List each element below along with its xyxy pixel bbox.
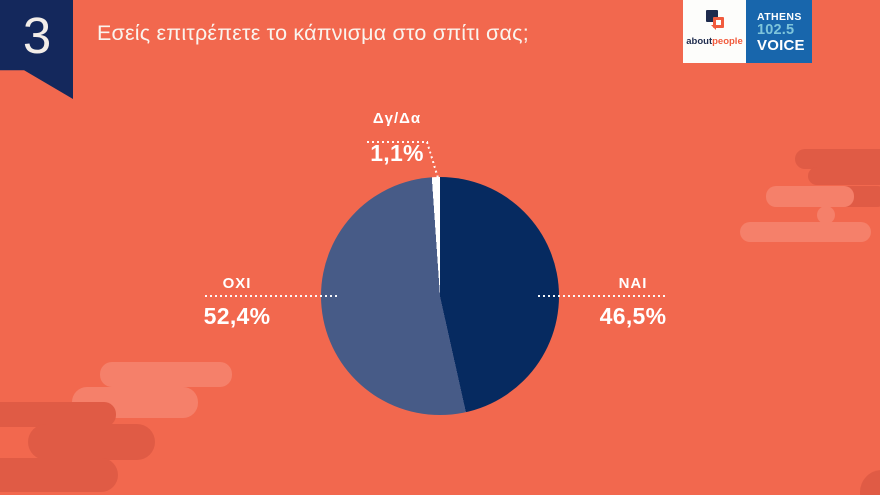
smoke-decoration	[0, 402, 116, 427]
pie-chart	[321, 177, 559, 415]
slice-label-dk-value: 1,1%	[370, 140, 424, 166]
slice-label-dk: Δγ/Δα 1,1%	[342, 110, 452, 167]
athens-voice-logo: ATHENS 102.5 VOICE	[746, 0, 812, 63]
aboutpeople-wordmark: aboutpeople	[686, 36, 743, 47]
leader-line-oxi	[205, 295, 338, 297]
smoke-decoration	[0, 458, 118, 492]
smoke-decoration	[817, 206, 835, 224]
smoke-decoration	[766, 186, 854, 207]
smoke-decoration	[100, 362, 232, 387]
slice-label-nai: ΝΑΙ 46,5%	[578, 275, 688, 330]
slice-label-nai-name: ΝΑΙ	[618, 275, 648, 292]
slide-number: 3	[22, 6, 51, 64]
slice-label-nai-value: 46,5%	[599, 303, 667, 329]
smoke-decoration	[740, 222, 871, 242]
slice-label-oxi-value: 52,4%	[203, 303, 271, 329]
slice-label-dk-name: Δγ/Δα	[372, 110, 422, 127]
smoke-decoration	[795, 149, 880, 169]
aboutpeople-logo: aboutpeople	[683, 0, 746, 63]
athens-voice-line2: 102.5	[757, 21, 795, 38]
slide-number-tab: 3	[0, 0, 73, 99]
athens-voice-line3: VOICE	[757, 36, 805, 54]
leader-line-dk	[367, 141, 428, 143]
aboutpeople-icon	[703, 9, 727, 33]
smoke-decoration	[808, 167, 880, 185]
athens-voice-line1: ATHENS	[757, 10, 802, 23]
slice-label-oxi: ΟΧΙ 52,4%	[182, 275, 292, 330]
slice-label-oxi-name: ΟΧΙ	[222, 275, 252, 292]
smoke-decoration	[28, 424, 155, 460]
smoke-decoration	[860, 470, 880, 495]
page-title: Εσείς επιτρέπετε το κάπνισμα στο σπίτι σ…	[97, 21, 529, 45]
leader-line-nai	[538, 295, 667, 297]
